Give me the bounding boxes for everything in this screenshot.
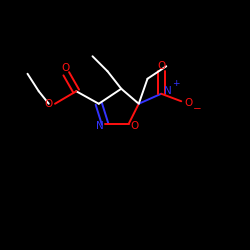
Text: −: −	[192, 104, 201, 114]
Text: N: N	[164, 86, 172, 96]
Text: O: O	[157, 61, 166, 71]
Text: O: O	[61, 63, 69, 73]
Text: N: N	[96, 121, 104, 131]
Text: O: O	[45, 99, 53, 109]
Text: +: +	[172, 79, 180, 88]
Text: O: O	[130, 121, 138, 131]
Text: O: O	[184, 98, 192, 108]
